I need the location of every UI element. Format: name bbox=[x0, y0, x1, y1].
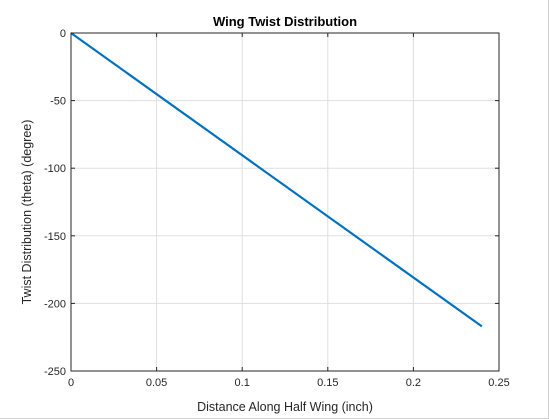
x-tick-label: 0.15 bbox=[317, 377, 338, 389]
y-tick-label: -150 bbox=[44, 231, 66, 243]
chart-title: Wing Twist Distribution bbox=[213, 14, 357, 29]
ticks: 0 0.05 0.1 0.15 0.2 0.25 0 -50 -100 -150 -200 -250 bbox=[44, 28, 510, 389]
y-axis-label: Twist Distribution (theta) (degree) bbox=[20, 120, 34, 305]
y-tick-label: -100 bbox=[44, 163, 66, 175]
grid bbox=[70, 32, 500, 372]
y-tick-label: -250 bbox=[44, 366, 66, 378]
x-tick-label: 0.05 bbox=[146, 377, 167, 389]
y-tick-label: 0 bbox=[60, 28, 66, 40]
plot-area bbox=[70, 32, 483, 328]
x-axis-label: Distance Along Half Wing (inch) bbox=[197, 400, 373, 414]
series-line bbox=[70, 32, 483, 328]
x-tick-label: 0.2 bbox=[406, 377, 421, 389]
x-tick-label: 0.25 bbox=[488, 377, 509, 389]
x-tick-label: 0.1 bbox=[235, 377, 250, 389]
axes-box bbox=[70, 32, 500, 372]
x-tick-label: 0 bbox=[68, 377, 74, 389]
y-tick-label: -50 bbox=[50, 96, 66, 108]
y-tick-label: -200 bbox=[44, 298, 66, 310]
